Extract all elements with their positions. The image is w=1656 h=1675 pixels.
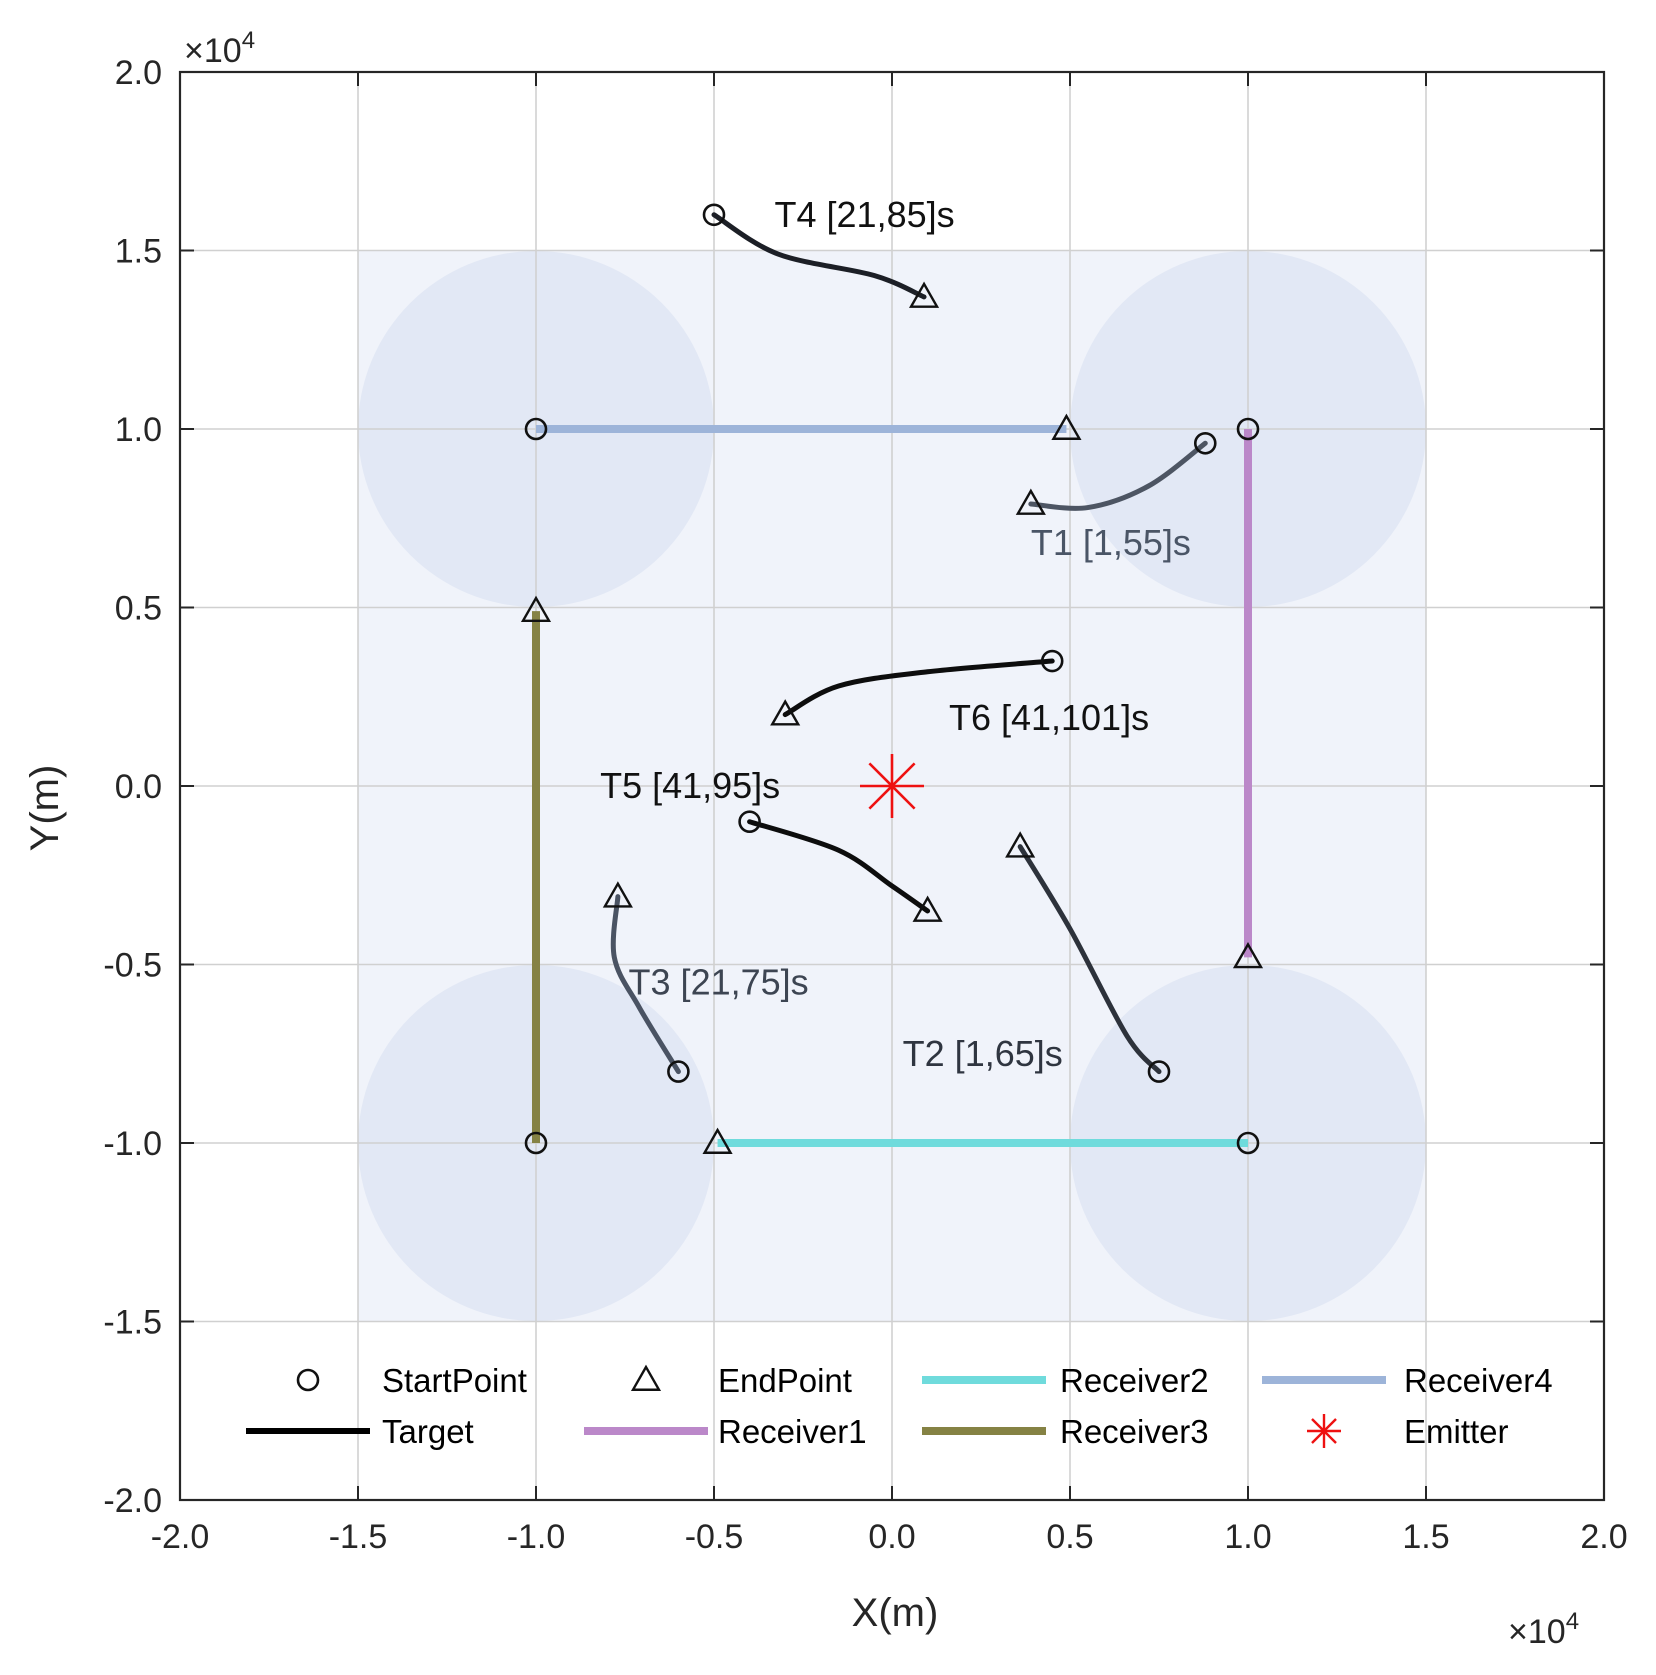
receiver-end-marker	[1051, 413, 1082, 440]
target-label-6: T6 [41,101]s	[949, 697, 1149, 738]
legend-item: Target	[246, 1413, 474, 1450]
x-tick-label: 2.0	[1580, 1518, 1627, 1556]
legend-item: Receiver1	[584, 1413, 867, 1450]
receiver-start-marker	[524, 417, 548, 441]
target-start-marker	[738, 810, 761, 834]
legend-label: EndPoint	[718, 1362, 852, 1399]
legend-label: Receiver3	[1060, 1413, 1209, 1450]
legend-asterisk-icon	[1311, 1418, 1337, 1444]
x-tick-label: 1.0	[1224, 1518, 1271, 1556]
legend-triangle-icon	[630, 1364, 662, 1391]
y-tick-label: -0.5	[103, 947, 162, 985]
emitter-ray	[868, 762, 916, 810]
target-end-marker	[908, 281, 940, 308]
trajectory-markers	[520, 203, 1264, 1155]
receiver-start-marker	[1236, 1131, 1260, 1155]
legend-label: Receiver2	[1060, 1362, 1209, 1399]
x-tick-label: -2.0	[151, 1518, 210, 1556]
target-trajectory-4	[711, 212, 927, 300]
y-tick-label: 2.0	[115, 54, 162, 92]
x-tick-label: 1.5	[1402, 1518, 1449, 1556]
legend-item: StartPoint	[296, 1362, 527, 1399]
legend: StartPoint EndPoint Receiver2 Receiver4 Targ…	[246, 1362, 1553, 1450]
target-end-marker	[1005, 831, 1036, 858]
target-labels: T1 [1,55]s T2 [1,65]s T3 [21,75]s T4 [21,85…	[600, 194, 1191, 1074]
axes: -2.0 -1.5 -1.0 -0.5 0.0 0.5 1.0 1.5 2.0 -2.0 -1.5 -…	[103, 54, 1627, 1556]
target-trajectory-3	[610, 894, 681, 1075]
target-label-3: T3 [21,75]s	[629, 961, 809, 1002]
target-start-marker	[667, 1060, 690, 1083]
x-axis-label: X(m)	[852, 1591, 939, 1635]
legend-label: StartPoint	[382, 1362, 527, 1399]
target-label-1: T1 [1,55]s	[1031, 522, 1191, 563]
target-trajectory-2	[1017, 844, 1162, 1075]
target-trajectories	[610, 212, 1208, 1075]
x-tick-label: -1.0	[507, 1518, 566, 1556]
receiver-end-marker	[1232, 941, 1264, 969]
y-tick-label: 1.5	[115, 233, 162, 271]
legend-item: Receiver2	[922, 1362, 1209, 1399]
target-label-5: T5 [41,95]s	[600, 765, 780, 806]
legend-item: EndPoint	[630, 1362, 852, 1399]
legend-item: Receiver3	[922, 1413, 1209, 1450]
target-start-marker	[1040, 649, 1064, 673]
target-start-marker	[1193, 431, 1217, 455]
target-trajectory-1	[1028, 440, 1208, 511]
x-tick-label: 0.0	[868, 1518, 915, 1556]
legend-item: Emitter	[1307, 1413, 1509, 1450]
legend-label: Emitter	[1404, 1413, 1509, 1450]
legend-label: Target	[382, 1413, 474, 1450]
receiver-end-marker	[702, 1127, 733, 1154]
x-tick-label: -0.5	[685, 1518, 744, 1556]
target-end-marker	[1015, 488, 1046, 515]
y-axis-multiplier: ×104	[184, 27, 255, 70]
target-label-2: T2 [1,65]s	[903, 1033, 1063, 1074]
receiver-end-marker	[520, 595, 552, 623]
target-start-marker	[1147, 1060, 1171, 1083]
emitter-marker	[860, 754, 924, 818]
target-end-marker	[770, 699, 801, 726]
target-label-4: T4 [21,85]s	[775, 194, 955, 235]
target-trajectory-6	[782, 658, 1055, 718]
y-tick-label: -1.5	[103, 1304, 162, 1342]
target-trajectory-5	[747, 819, 931, 914]
y-tick-label: 0.0	[115, 768, 162, 806]
receiver-start-marker	[1236, 417, 1260, 441]
y-tick-label: 0.5	[115, 590, 162, 628]
target-end-marker	[602, 881, 633, 908]
receiver-paths	[532, 425, 1252, 1147]
target-end-marker	[912, 895, 943, 922]
receiver-start-marker	[524, 1131, 548, 1155]
legend-circle-icon	[296, 1368, 320, 1392]
x-tick-label: 0.5	[1046, 1518, 1093, 1556]
legend-label: Receiver1	[718, 1413, 867, 1450]
y-tick-label: 1.0	[115, 411, 162, 449]
y-axis-label: Y(m)	[23, 765, 67, 852]
legend-label: Receiver4	[1404, 1362, 1553, 1399]
y-tick-label: -2.0	[103, 1482, 162, 1520]
x-axis-multiplier: ×104	[1508, 1608, 1579, 1651]
x-tick-label: -1.5	[329, 1518, 388, 1556]
target-start-marker	[702, 203, 726, 227]
legend-item: Receiver4	[1262, 1362, 1553, 1399]
y-tick-label: -1.0	[103, 1125, 162, 1163]
